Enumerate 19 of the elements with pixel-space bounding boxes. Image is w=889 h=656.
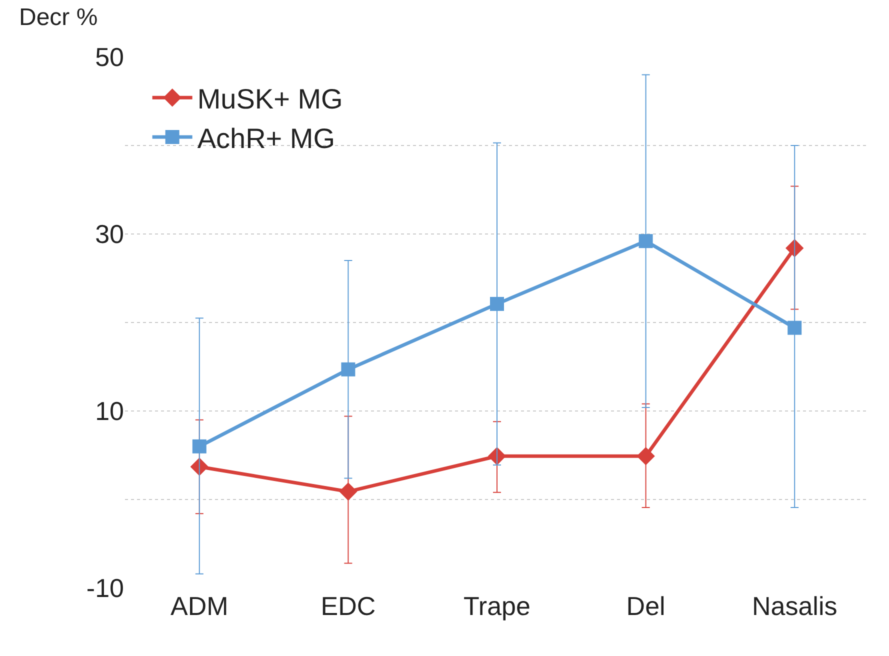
x-tick-label: Del bbox=[626, 591, 666, 621]
point bbox=[638, 234, 653, 248]
y-tick-label: 50 bbox=[95, 42, 124, 72]
point bbox=[788, 320, 802, 335]
point bbox=[192, 439, 206, 454]
y-tick-label: 10 bbox=[95, 396, 124, 426]
point bbox=[490, 296, 504, 311]
x-tick-label: ADM bbox=[170, 591, 228, 621]
legend-label: AchR+ MG bbox=[197, 122, 336, 154]
x-tick-label: Nasalis bbox=[752, 591, 838, 621]
x-tick-label: EDC bbox=[320, 591, 376, 621]
y-axis-title: Decr % bbox=[19, 4, 98, 31]
point bbox=[339, 482, 358, 501]
point bbox=[636, 447, 655, 466]
legend-label: MuSK+ MG bbox=[197, 84, 343, 115]
y-tick-label: 30 bbox=[95, 219, 124, 250]
point bbox=[341, 362, 356, 376]
x-tick-label: Trape bbox=[464, 591, 530, 621]
y-tick-label: -10 bbox=[86, 573, 124, 604]
